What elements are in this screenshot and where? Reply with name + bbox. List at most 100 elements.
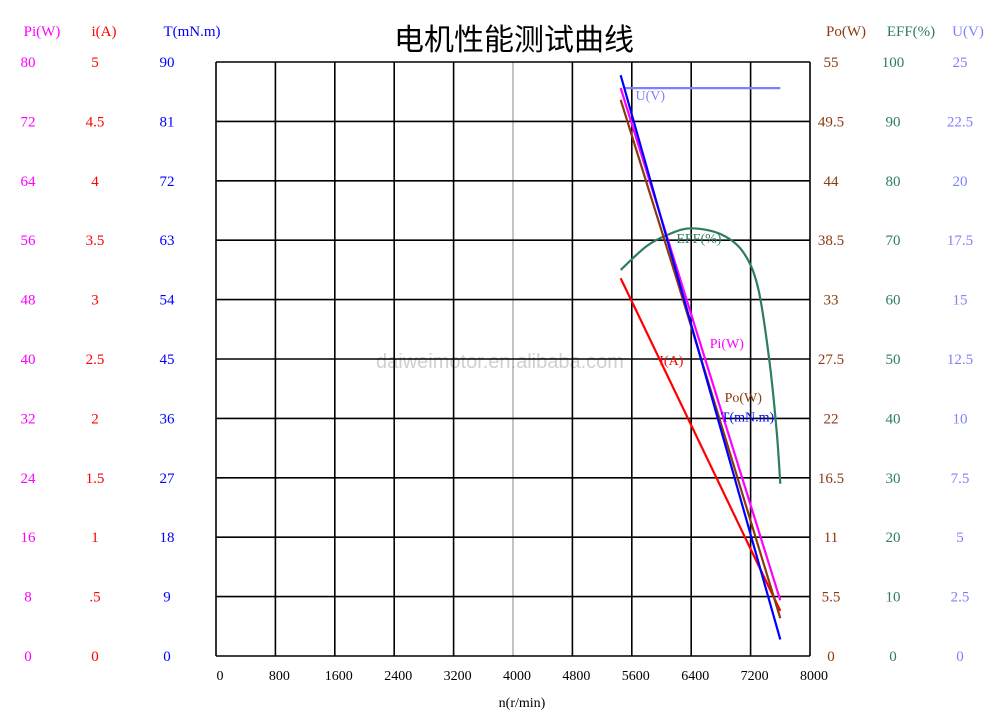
tick-t: 63 bbox=[160, 233, 175, 249]
tick-u: 17.5 bbox=[947, 233, 973, 249]
x-tick-label: 1600 bbox=[325, 669, 353, 684]
tick-u: 25 bbox=[953, 55, 968, 71]
x-tick-label: 2400 bbox=[384, 669, 412, 684]
series-line-pi bbox=[619, 87, 782, 601]
tick-eff: 70 bbox=[886, 233, 901, 249]
series-line-eff bbox=[619, 227, 782, 484]
x-tick-label: 4000 bbox=[503, 669, 531, 684]
axis-header-t: T(mN.m) bbox=[163, 24, 220, 40]
tick-i: 0 bbox=[91, 649, 99, 665]
tick-po: 49.5 bbox=[818, 114, 844, 130]
tick-eff: 50 bbox=[886, 352, 901, 368]
tick-pi: 40 bbox=[21, 352, 36, 368]
tick-t: 27 bbox=[160, 471, 176, 487]
tick-u: 15 bbox=[953, 293, 968, 309]
tick-t: 36 bbox=[160, 411, 176, 427]
tick-eff: 10 bbox=[886, 590, 901, 606]
tick-i: .5 bbox=[89, 590, 100, 606]
tick-po: 5.5 bbox=[822, 590, 841, 606]
x-tick-label: 7200 bbox=[741, 669, 769, 684]
tick-po: 22 bbox=[824, 411, 839, 427]
axis-header-po: Po(W) bbox=[826, 24, 866, 40]
x-tick-label: 0 bbox=[217, 669, 224, 684]
x-tick-label: 800 bbox=[269, 669, 290, 684]
tick-u: 7.5 bbox=[951, 471, 970, 487]
tick-t: 18 bbox=[160, 530, 175, 546]
tick-pi: 56 bbox=[21, 233, 37, 249]
tick-i: 2.5 bbox=[86, 352, 105, 368]
tick-po: 38.5 bbox=[818, 233, 844, 249]
tick-t: 90 bbox=[160, 55, 175, 71]
axis-layer: 0 800 1600 2400 3200 4000 4800 5600 6400 7200 8000… bbox=[21, 24, 984, 684]
tick-u: 20 bbox=[953, 174, 968, 190]
tick-eff: 80 bbox=[886, 174, 901, 190]
watermark: daiweimotor.en.alibaba.com bbox=[376, 351, 624, 373]
tick-i: 2 bbox=[91, 411, 99, 427]
axis-header-u: U(V) bbox=[952, 24, 984, 40]
tick-u: 12.5 bbox=[947, 352, 973, 368]
tick-t: 9 bbox=[163, 590, 171, 606]
curve-label: Pi(W) bbox=[710, 337, 745, 352]
tick-pi: 64 bbox=[21, 174, 37, 190]
tick-po: 44 bbox=[824, 174, 840, 190]
tick-pi: 8 bbox=[24, 590, 32, 606]
tick-pi: 48 bbox=[21, 293, 36, 309]
tick-eff: 0 bbox=[889, 649, 897, 665]
curve-label: T(mN.m) bbox=[721, 411, 775, 426]
tick-po: 11 bbox=[824, 530, 838, 546]
tick-t: 45 bbox=[160, 352, 175, 368]
tick-t: 81 bbox=[160, 114, 175, 130]
tick-eff: 90 bbox=[886, 114, 901, 130]
tick-i: 1.5 bbox=[86, 471, 105, 487]
tick-pi: 80 bbox=[21, 55, 36, 71]
x-tick-label: 3200 bbox=[444, 669, 472, 684]
tick-u: 2.5 bbox=[951, 590, 970, 606]
tick-t: 54 bbox=[160, 293, 176, 309]
tick-i: 3.5 bbox=[86, 233, 105, 249]
tick-po: 33 bbox=[824, 293, 839, 309]
tick-t: 72 bbox=[160, 174, 175, 190]
curve-label: U(V) bbox=[636, 89, 666, 104]
curve-label: EFF(%) bbox=[676, 232, 721, 247]
tick-u: 0 bbox=[956, 649, 964, 665]
tick-u: 22.5 bbox=[947, 114, 973, 130]
axis-header-i: i(A) bbox=[92, 24, 117, 40]
axis-header-eff: EFF(%) bbox=[887, 24, 935, 40]
tick-eff: 30 bbox=[886, 471, 901, 487]
chart-title: 电机性能测试曲线 bbox=[394, 24, 634, 57]
plot-grid bbox=[215, 61, 811, 657]
tick-po: 55 bbox=[824, 55, 839, 71]
tick-i: 4.5 bbox=[86, 114, 105, 130]
tick-eff: 40 bbox=[886, 411, 901, 427]
tick-po: 16.5 bbox=[818, 471, 844, 487]
axis-header-pi: Pi(W) bbox=[24, 24, 61, 40]
x-tick-label: 6400 bbox=[681, 669, 709, 684]
tick-pi: 16 bbox=[21, 530, 37, 546]
x-tick-label: 5600 bbox=[622, 669, 650, 684]
x-axis-label: n(r/min) bbox=[499, 696, 546, 711]
tick-i: 5 bbox=[91, 55, 99, 71]
tick-pi: 72 bbox=[21, 114, 36, 130]
series-line-t bbox=[619, 74, 782, 640]
tick-u: 10 bbox=[953, 411, 968, 427]
tick-i: 1 bbox=[91, 530, 99, 546]
tick-po: 27.5 bbox=[818, 352, 844, 368]
x-tick-label: 8000 bbox=[800, 669, 828, 684]
tick-pi: 24 bbox=[21, 471, 37, 487]
series-layer bbox=[619, 74, 782, 640]
tick-i: 3 bbox=[91, 293, 99, 309]
x-tick-label: 4800 bbox=[562, 669, 590, 684]
tick-t: 0 bbox=[163, 649, 171, 665]
curve-label-layer: U(V) EFF(%) Pi(W) I(A) Po(W) T(mN.m) bbox=[636, 89, 775, 426]
tick-eff: 60 bbox=[886, 293, 901, 309]
series-line-i bbox=[619, 277, 782, 612]
curve-label: I(A) bbox=[659, 354, 683, 369]
tick-pi: 32 bbox=[21, 411, 36, 427]
tick-i: 4 bbox=[91, 174, 99, 190]
tick-eff: 100 bbox=[882, 55, 905, 71]
tick-eff: 20 bbox=[886, 530, 901, 546]
tick-u: 5 bbox=[956, 530, 964, 546]
tick-pi: 0 bbox=[24, 649, 32, 665]
tick-po: 0 bbox=[827, 649, 835, 665]
